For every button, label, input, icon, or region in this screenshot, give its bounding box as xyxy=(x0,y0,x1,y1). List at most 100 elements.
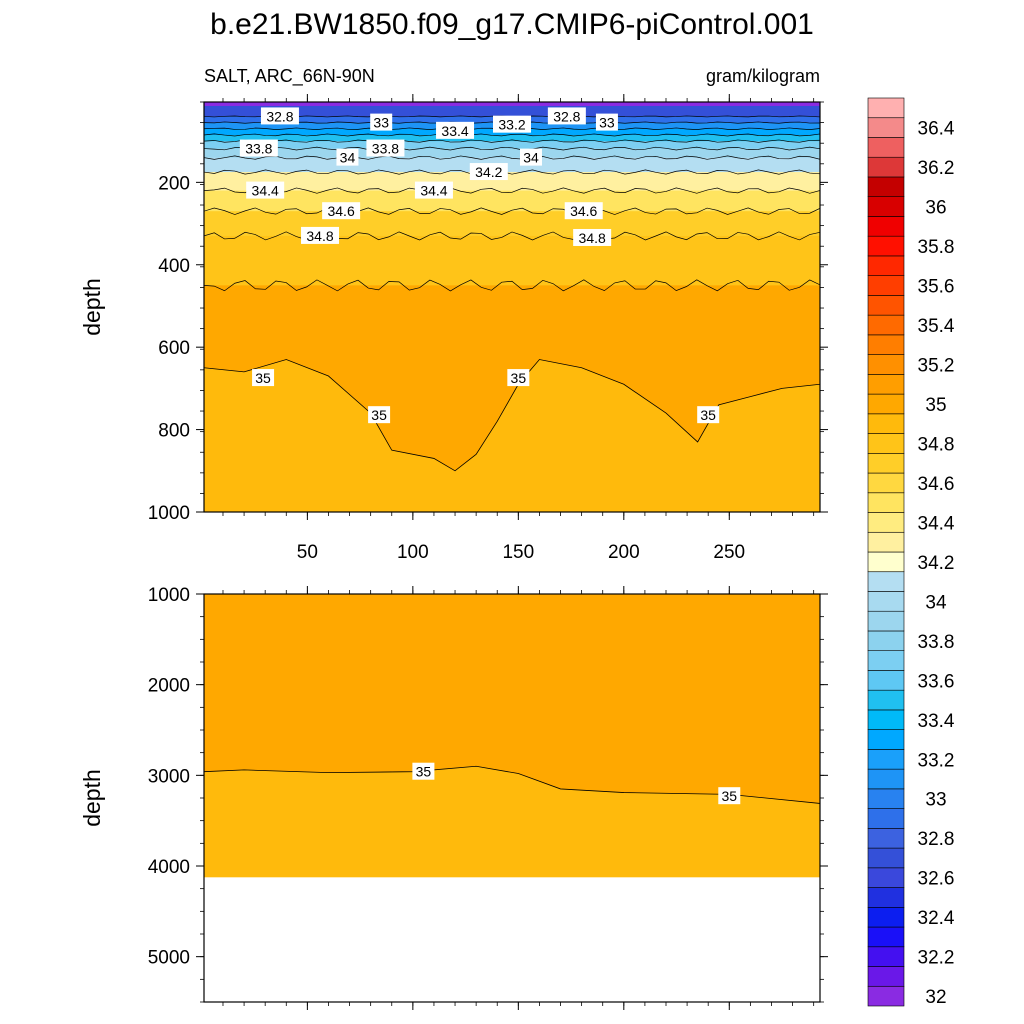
contour-label-box xyxy=(564,202,603,220)
contour-label: 34.4 xyxy=(420,183,447,199)
colorbar-swatch xyxy=(867,867,905,888)
contour-label-box xyxy=(573,228,612,246)
lower-panel: 35 35 1000 2000 3000 4000 5000 depth xyxy=(79,585,828,1010)
contour-label: 33.8 xyxy=(372,141,399,157)
colorbar-swatch xyxy=(867,768,905,790)
colorbar-swatch xyxy=(867,512,905,533)
contour-label: 33 xyxy=(599,115,615,131)
colorbar-swatch xyxy=(867,531,905,553)
contour-label-box xyxy=(547,107,586,125)
colorbar-swatch xyxy=(867,729,905,750)
colorbar-swatch xyxy=(867,235,905,257)
colorbar-label: 35.8 xyxy=(918,237,955,258)
colorbar-label: 32.6 xyxy=(918,869,955,890)
contour-label-box xyxy=(301,226,340,244)
contour-label: 34.6 xyxy=(327,203,354,219)
contour-label: 33.8 xyxy=(245,141,272,157)
colorbar-swatch xyxy=(867,413,905,434)
salinity-fill-band xyxy=(204,766,820,878)
colorbar-label: 33 xyxy=(925,790,946,811)
contour-label-box xyxy=(252,369,275,387)
colorbar-label: 34 xyxy=(925,592,947,613)
contour-label: 35 xyxy=(700,407,716,423)
colorbar: 32 32.2 32.4 32.6 32.8 33 33.2 33.4 33.6 33.8 34 34… xyxy=(867,97,955,1008)
contour-label: 32.8 xyxy=(553,108,580,124)
colorbar-swatch xyxy=(867,393,905,415)
upper-panel: 32.8 33 33.4 33.2 32.8 33 33.8 34 33.8 34.2 34 34.4… xyxy=(79,94,828,563)
colorbar-swatch xyxy=(867,887,905,908)
contour-line xyxy=(204,139,820,143)
colorbar-swatch xyxy=(867,709,905,730)
colorbar-swatch xyxy=(867,828,905,849)
y-tick-label: 400 xyxy=(158,256,190,277)
contour-label-box xyxy=(260,107,299,125)
contour-line xyxy=(204,765,820,804)
colorbar-swatch xyxy=(867,354,905,375)
contour-label: 35 xyxy=(721,788,737,804)
colorbar-label: 35.4 xyxy=(918,316,955,337)
contour-label: 35 xyxy=(416,764,432,780)
colorbar-swatch xyxy=(867,847,905,869)
y-tick-label: 600 xyxy=(158,338,190,359)
contour-label: 34.8 xyxy=(306,228,333,244)
contour-label-box xyxy=(412,762,435,780)
contour-label: 34 xyxy=(523,150,539,166)
contour-line xyxy=(204,146,820,151)
salinity-fill-band xyxy=(204,359,820,512)
colorbar-swatch xyxy=(867,117,905,138)
contour-label-box xyxy=(336,148,359,166)
colorbar-swatch xyxy=(867,610,905,632)
contour-label: 34.2 xyxy=(475,164,502,180)
colorbar-swatch xyxy=(867,295,905,316)
contour-label: 35 xyxy=(511,370,527,386)
colorbar-label: 34.6 xyxy=(918,474,955,495)
colorbar-swatch xyxy=(867,650,905,671)
colorbar-swatch xyxy=(867,97,905,119)
colorbar-swatch xyxy=(867,670,905,691)
contour-label-box xyxy=(718,787,741,805)
y-axis-label: depth xyxy=(79,769,105,827)
contour-label: 34.4 xyxy=(252,183,279,199)
colorbar-label: 34.2 xyxy=(918,553,955,574)
x-tick-label: 200 xyxy=(608,542,640,563)
colorbar-swatch xyxy=(867,216,905,237)
colorbar-swatch xyxy=(867,551,905,573)
contour-label-box xyxy=(519,148,542,166)
y-tick-label: 3000 xyxy=(148,766,190,787)
colorbar-swatch xyxy=(867,492,905,513)
colorbar-label: 36 xyxy=(925,198,946,219)
colorbar-label: 36.4 xyxy=(918,119,955,140)
colorbar-swatch xyxy=(867,571,905,592)
colorbar-label: 34.8 xyxy=(918,434,955,455)
contour-label-box xyxy=(246,181,285,199)
units-label: gram/kilogram xyxy=(706,66,820,86)
colorbar-swatch xyxy=(867,275,905,296)
colorbar-swatch xyxy=(867,946,905,967)
colorbar-swatch xyxy=(867,788,905,809)
y-tick-label: 2000 xyxy=(148,676,190,697)
y-tick-label: 1000 xyxy=(148,503,190,524)
colorbar-label: 33.8 xyxy=(918,632,955,653)
colorbar-swatch xyxy=(867,985,905,1007)
colorbar-swatch xyxy=(867,196,905,217)
colorbar-label: 32.4 xyxy=(918,908,955,929)
contour-label-box xyxy=(368,406,391,424)
contour-line xyxy=(204,133,820,137)
contour-label: 34 xyxy=(340,150,356,166)
colorbar-swatch xyxy=(867,907,905,928)
y-tick-label: 200 xyxy=(158,173,190,194)
colorbar-label: 34.4 xyxy=(918,513,955,534)
colorbar-swatch xyxy=(867,433,905,454)
plot-frame xyxy=(203,101,821,513)
contour-label-box xyxy=(366,139,405,157)
contour-label-box xyxy=(414,181,453,199)
contour-label: 33.2 xyxy=(498,117,525,133)
colorbar-swatch xyxy=(867,749,905,770)
y-tick-label: 5000 xyxy=(148,948,190,969)
colorbar-label: 35.2 xyxy=(918,355,955,376)
y-tick-label: 1000 xyxy=(148,585,190,606)
contour-label: 35 xyxy=(371,407,387,423)
contour-line xyxy=(204,155,820,160)
no-data-region xyxy=(204,877,820,1002)
colorbar-swatch xyxy=(867,453,905,474)
